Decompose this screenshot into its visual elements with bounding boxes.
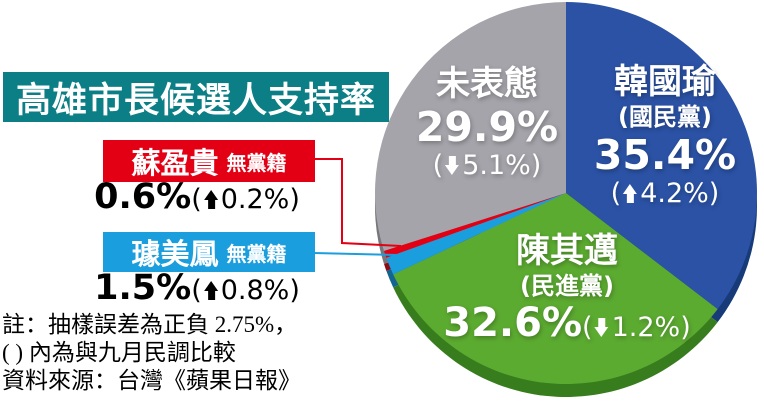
- delta-value: (4.2%): [610, 178, 720, 209]
- arrow-up-icon: [203, 281, 219, 300]
- support-percent: 32.6%: [443, 300, 583, 346]
- pie-slice-chu: [386, 193, 566, 275]
- callout-value-su: 0.6%(0.2%): [94, 180, 300, 220]
- slice-label-han: 韓國瑜 (國民黨) 35.4% (4.2%): [594, 62, 736, 210]
- pie-slice-undecided: [374, 2, 566, 251]
- slice-name: 韓國瑜: [614, 62, 716, 102]
- footnote-line: ( ) 內為與九月民調比較: [2, 340, 236, 365]
- delta-value: (0.2%): [191, 184, 300, 215]
- delta-value: (0.8%): [191, 275, 300, 306]
- pie-slice-chen: [393, 193, 718, 384]
- footnote-line: 資料來源：台灣《蘋果日報》: [2, 368, 301, 393]
- arrow-down-icon: [594, 318, 610, 337]
- callout-tag-chu: 璩美鳳 無黨籍: [103, 232, 315, 272]
- support-percent: 0.6%: [94, 177, 192, 217]
- slice-party: (民進黨): [520, 272, 614, 300]
- pie-slice-han: [566, 2, 757, 310]
- slice-label-undecided: 未表態 29.9% (5.1%): [416, 64, 558, 182]
- candidate-party: 無黨籍: [226, 241, 287, 266]
- delta-value: (5.1%): [432, 150, 542, 181]
- slice-party: (國民黨): [618, 103, 712, 131]
- callout-value-chu: 1.5%(0.8%): [94, 271, 300, 311]
- slice-name: 未表態: [436, 64, 538, 104]
- footnote-line: 註：抽樣誤差為正負 2.75%，: [2, 312, 298, 337]
- delta-value: (1.2%): [582, 312, 691, 343]
- slice-label-chen: 陳其邁 (民進黨) 32.6%(1.2%): [443, 231, 690, 353]
- candidate-name: 蘇盈貴: [131, 146, 219, 180]
- support-percent: 35.4%: [593, 131, 737, 179]
- support-percent: 29.9%: [415, 103, 559, 151]
- support-percent: 1.5%: [94, 268, 192, 308]
- page-title: 高雄市長候選人支持率: [3, 72, 389, 122]
- pie-slice-su: [383, 193, 566, 258]
- arrow-up-icon: [623, 184, 638, 203]
- leader-line-su: [314, 158, 402, 247]
- leader-line-chu: [313, 252, 398, 256]
- footnotes: 註：抽樣誤差為正負 2.75%， ( ) 內為與九月民調比較 資料來源：台灣《蘋…: [2, 311, 301, 395]
- candidate-party: 無黨籍: [226, 150, 287, 175]
- slice-name: 陳其邁: [516, 231, 618, 271]
- arrow-up-icon: [203, 190, 219, 209]
- callout-tag-su: 蘇盈貴 無黨籍: [103, 140, 315, 182]
- arrow-down-icon: [445, 156, 460, 175]
- candidate-name: 璩美鳳: [131, 237, 219, 271]
